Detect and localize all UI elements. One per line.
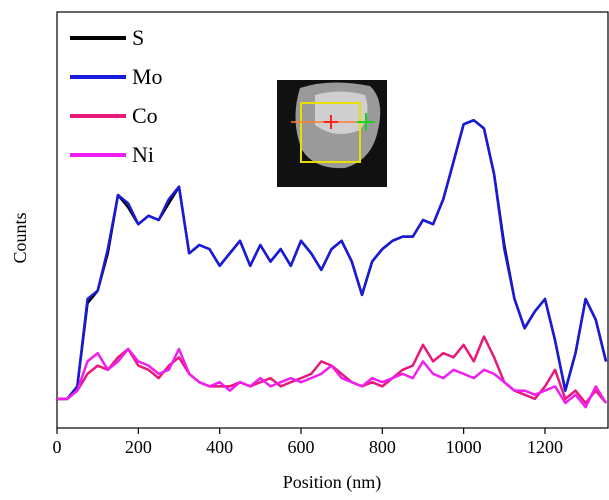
x-tick-label: 600 [287,437,314,457]
inset-image [277,80,387,187]
x-tick-label: 1200 [527,437,563,457]
x-axis-label: Position (nm) [283,472,382,493]
legend-label: Mo [132,64,163,89]
legend-label: S [132,25,144,50]
plot-frame [56,11,609,429]
series-line [57,335,607,405]
legend-label: Co [132,103,158,128]
x-tick-label: 1000 [446,437,482,457]
y-axis-label: Counts [10,212,30,263]
x-tick-label: 800 [369,437,396,457]
x-tick-label: 200 [125,437,152,457]
x-tick-label: 400 [206,437,233,457]
series-line [57,347,608,409]
legend-label: Ni [132,142,154,167]
series-line [57,118,608,401]
x-tick-label: 0 [53,437,62,457]
